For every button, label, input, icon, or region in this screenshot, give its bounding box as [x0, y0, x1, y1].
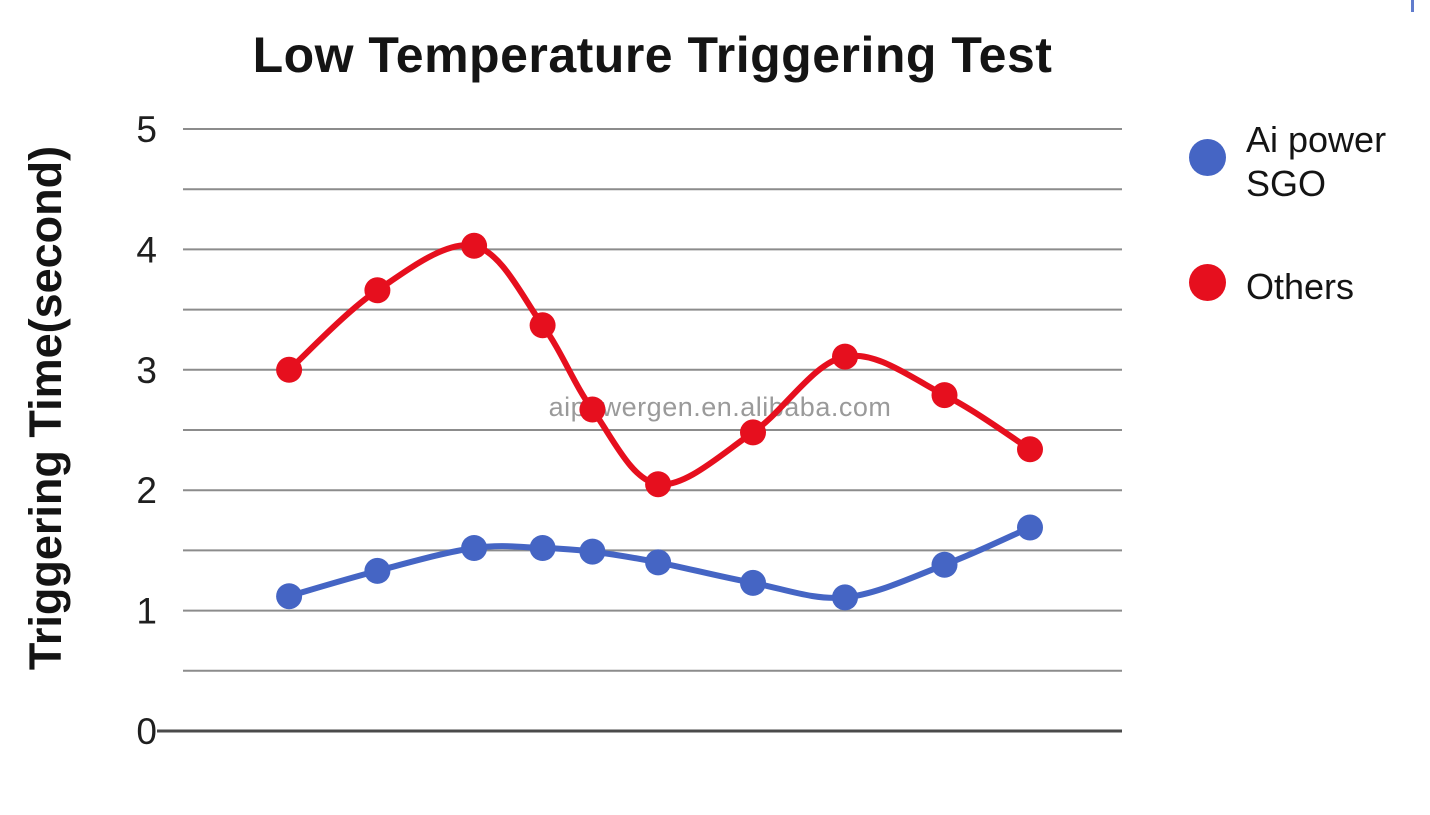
y-tick-label-2: 2	[136, 470, 157, 511]
others-point-9	[1017, 436, 1043, 463]
legend-label-others: Others	[1246, 266, 1355, 307]
legend-marker-blue-icon	[1189, 139, 1226, 176]
ai-power-sgo-point-7	[832, 584, 858, 611]
ai-power-sgo-point-2	[461, 535, 488, 561]
y-tick-label-0: 0	[136, 711, 157, 752]
ai-power-sgo-point-5	[645, 549, 672, 576]
legend-label-ai-power-sgo: Ai power SGO	[1246, 119, 1387, 204]
screen-edge-artifact	[1411, 0, 1414, 12]
legend-marker-red-icon	[1189, 264, 1226, 301]
ai-power-sgo-point-8	[931, 551, 958, 578]
ai-power-sgo-point-1	[364, 557, 391, 584]
gridlines-layer	[157, 128, 1122, 733]
y-tick-label-5: 5	[136, 109, 157, 150]
others-point-2	[461, 232, 488, 259]
y-tick-label-1: 1	[136, 591, 157, 632]
ai-power-sgo-point-0	[276, 583, 303, 610]
y-tick-label-4: 4	[136, 229, 157, 270]
others-point-8	[931, 382, 958, 409]
ai-power-sgo-point-3	[529, 535, 556, 561]
ai-power-sgo-point-6	[740, 569, 766, 596]
chart-title: Low Temperature Triggering Test	[252, 27, 1053, 83]
others-point-6	[740, 419, 766, 446]
others-point-4	[579, 396, 606, 423]
y-tick-labels-layer: 0 1 2 3 4 5	[136, 109, 157, 752]
others-line	[286, 242, 1033, 488]
watermark-text: aipowergen.en.alibaba.com	[549, 392, 892, 422]
y-tick-label-3: 3	[136, 350, 157, 391]
ai-power-sgo-point-4	[579, 538, 606, 565]
others-point-5	[645, 471, 672, 498]
ai-power-sgo-point-9	[1017, 514, 1043, 541]
others-point-7	[832, 343, 858, 370]
others-point-0	[276, 356, 303, 383]
ai-power-sgo-line	[286, 524, 1033, 601]
others-point-1	[364, 277, 391, 304]
series-layer	[276, 232, 1043, 611]
others-point-3	[529, 312, 556, 339]
